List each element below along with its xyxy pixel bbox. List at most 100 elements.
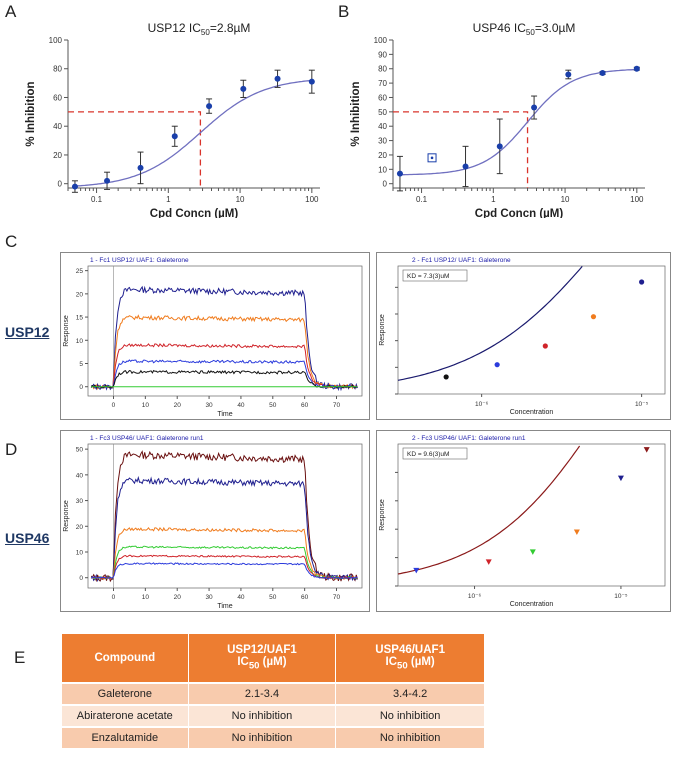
side-label-usp46: USP46 <box>5 530 50 546</box>
kd-label: KD = 9.6(3)uM <box>407 451 449 458</box>
kd-label: KD = 7.3(3)uM <box>407 273 449 280</box>
table-cell-usp46: 3.4-4.2 <box>336 684 484 704</box>
ic50-guide-line <box>68 111 202 188</box>
header-usp46-sub: 50 <box>397 660 408 672</box>
outlier-point <box>430 156 434 160</box>
y-tick-label: 40 <box>76 472 84 479</box>
x-tick-label: 30 <box>205 594 213 601</box>
table-row: Abiraterone acetate No inhibition No inh… <box>62 706 484 726</box>
panel-letter-d: D <box>5 440 18 459</box>
data-point <box>137 164 144 171</box>
x-tick-label: 70 <box>333 402 341 409</box>
plot-area <box>397 265 666 395</box>
y-tick-label: 50 <box>378 108 387 117</box>
data-point <box>485 559 492 565</box>
y-tick-label: 10 <box>76 550 84 557</box>
x-axis-label: Cpd Concn (µM) <box>150 208 239 218</box>
y-tick-label: 10 <box>378 165 387 174</box>
header-usp46-ic: IC <box>385 656 398 669</box>
y-tick-label: 80 <box>378 65 387 74</box>
x-tick-label: 0.1 <box>416 195 428 204</box>
y-tick-label: 40 <box>378 122 387 131</box>
header-usp46-unit: (µM) <box>407 656 435 669</box>
data-point <box>274 75 281 82</box>
table-cell-usp12: No inhibition <box>188 728 337 748</box>
table-row: Galeterone 2.1-3.4 3.4-4.2 <box>62 684 484 704</box>
data-point <box>171 133 178 140</box>
x-tick-label: 20 <box>174 402 182 409</box>
outlier-marker <box>427 153 437 163</box>
data-point <box>529 549 536 555</box>
table-cell-compound: Galeterone <box>62 684 189 704</box>
kd-box <box>402 447 468 460</box>
y-axis-label: Response <box>63 500 70 532</box>
y-axis-label: % Inhibition <box>350 81 362 146</box>
header-usp46-line1: USP46/UAF1 <box>375 644 445 657</box>
fit-frame <box>376 430 671 612</box>
chart-title: USP46 IC50=3.0µM <box>473 21 576 37</box>
table-header-usp46: USP46/UAF1 IC50 (µM) <box>336 634 484 682</box>
table-cell-usp12: No inhibition <box>188 706 337 726</box>
data-point <box>590 314 597 320</box>
side-label-usp12: USP12 <box>5 324 50 340</box>
header-usp12-unit: (µM) <box>259 656 287 669</box>
data-point <box>443 374 449 380</box>
plot-area <box>87 265 363 397</box>
kd-box <box>402 269 468 282</box>
data-point <box>643 447 650 453</box>
table-row: Enzalutamide No inhibition No inhibition <box>62 728 484 748</box>
y-tick-label: 5 <box>79 361 83 368</box>
fit-chart-usp12: 2 - Fc1 USP12/ UAF1: Galeterone KD = 7.3(… <box>376 252 671 420</box>
x-axis-label: Time <box>217 411 232 418</box>
y-tick-label: 10 <box>76 338 84 345</box>
x-tick-label: 100 <box>305 195 319 204</box>
sensorgram-frame <box>60 252 370 420</box>
y-tick-label: 60 <box>378 93 387 102</box>
fit-title: 2 - Fc1 USP12/ UAF1: Galeterone <box>412 257 511 264</box>
x-tick-label: 10⁻⁵ <box>635 401 649 408</box>
fit-curve <box>400 68 637 176</box>
y-tick-label: 15 <box>76 315 84 322</box>
x-axis-label: Concentration <box>510 601 554 608</box>
sensorgram-series-line <box>90 562 358 580</box>
sensorgram-series-line <box>90 450 358 583</box>
sensorgram-series-line <box>90 554 358 579</box>
x-tick-label: 50 <box>269 594 277 601</box>
sensorgram-usp12: 1 - Fc1 USP12/ UAF1: Galeterone 0 10 20 30 40… <box>60 252 370 420</box>
sensorgram-title: 1 - Fc3 USP46/ UAF1: Galeterone run1 <box>90 435 204 442</box>
ic50-chart-usp12: USP12 IC50=2.8µM 0 20 40 60 80 100 0.1 1 10 100 Cpd… <box>25 21 320 218</box>
panel-letter-b: B <box>338 2 350 21</box>
x-tick-label: 20 <box>174 594 182 601</box>
fit-curve <box>397 266 583 381</box>
y-tick-label: 70 <box>378 79 387 88</box>
x-tick-label: 30 <box>205 402 213 409</box>
x-tick-label: 10 <box>236 195 245 204</box>
ic50-guide-line <box>393 111 529 188</box>
x-tick-label: 70 <box>333 594 341 601</box>
sensorgram-frame <box>60 430 370 612</box>
data-point <box>542 343 548 349</box>
sensorgram-series-line <box>90 369 358 389</box>
header-usp12-line1: USP12/UAF1 <box>227 644 297 657</box>
sensorgram-title: 1 - Fc1 USP12/ UAF1: Galeterone <box>90 257 189 264</box>
y-tick-label: 100 <box>374 36 388 45</box>
plot-area <box>87 443 363 589</box>
sensorgram-series-line <box>91 475 358 583</box>
data-point <box>308 78 315 85</box>
x-tick-label: 50 <box>269 402 277 409</box>
y-axis-label: % Inhibition <box>25 81 37 146</box>
data-point <box>531 104 538 111</box>
data-point <box>396 170 403 177</box>
x-tick-label: 40 <box>237 594 245 601</box>
ic50-table: Compound USP12/UAF1 IC50 (µM) USP46/UAF1… <box>62 632 484 750</box>
data-point <box>639 279 645 285</box>
data-point <box>206 103 213 110</box>
y-tick-label: 25 <box>76 268 84 275</box>
x-tick-label: 10 <box>142 594 150 601</box>
x-tick-label: 1 <box>491 195 496 204</box>
x-tick-label: 60 <box>301 402 309 409</box>
x-tick-label: 0 <box>112 402 116 409</box>
sensorgram-series-line <box>90 526 358 581</box>
table-header-compound: Compound <box>62 634 189 682</box>
table-cell-compound: Enzalutamide <box>62 728 189 748</box>
